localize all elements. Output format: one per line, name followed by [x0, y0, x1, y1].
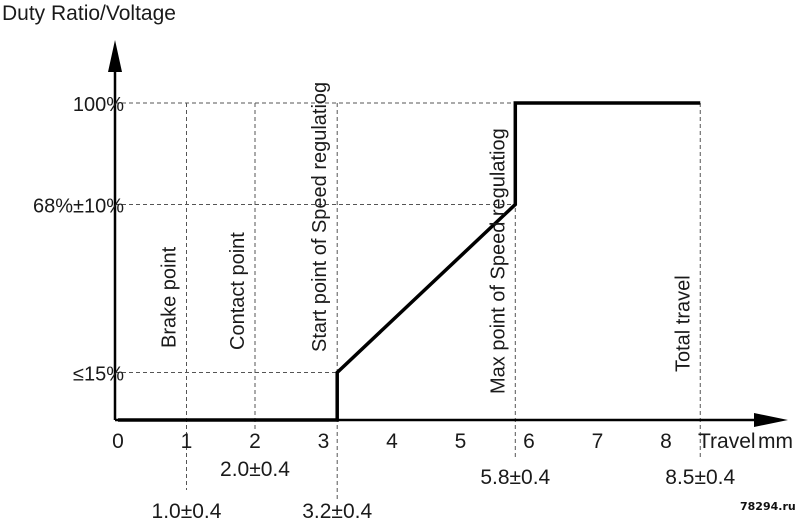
x-tick-label: 3	[318, 430, 330, 453]
reference-lines	[115, 102, 701, 500]
marker-value-label: 3.2±0.4	[302, 500, 372, 519]
x-tick-label: 0	[112, 430, 124, 453]
x-axis-unit: mm	[758, 430, 793, 453]
watermark: 78294.ru	[740, 500, 796, 513]
y-tick-labels: 100% 68%±10% ≤15%	[33, 94, 124, 385]
marker-name-label: Max point of Speed regulatiog	[487, 128, 509, 394]
x-tick-label: 2	[249, 430, 261, 453]
x-tick-label: 8	[660, 430, 672, 453]
marker-name-label: Brake point	[159, 246, 181, 348]
series-line-group	[118, 101, 701, 422]
x-tick-label: 1	[181, 430, 193, 453]
y-tick-label: 100%	[73, 94, 124, 116]
y-tick-label: 68%±10%	[33, 195, 124, 217]
marker-value-label: 2.0±0.4	[220, 458, 290, 481]
marker-value-label: 8.5±0.4	[665, 466, 735, 489]
series-line	[118, 101, 701, 422]
x-tick-label: 6	[523, 430, 535, 453]
x-axis-arrow	[754, 413, 788, 427]
marker-value-label: 1.0±0.4	[152, 500, 222, 519]
y-axis-arrow	[108, 40, 122, 72]
marker-name-label: Total travel	[672, 275, 694, 372]
y-axis-title: Duty Ratio/Voltage	[2, 2, 176, 25]
marker-name-label: Start point of Speed regulatiog	[309, 82, 331, 352]
x-tick-label: 4	[386, 430, 398, 453]
x-tick-label: 5	[455, 430, 467, 453]
x-tick-label: 7	[592, 430, 604, 453]
marker-labels: 1.0±0.4 Brake point 2.0±0.4 Contact point 3.…	[152, 82, 736, 519]
x-axis-title: Travel	[698, 430, 756, 453]
marker-value-label: 5.8±0.4	[480, 466, 550, 489]
y-tick-label: ≤15%	[73, 363, 124, 385]
marker-name-label: Contact point	[227, 232, 249, 350]
x-tick-labels: 0 1 2 3 4 5 6 7 8	[112, 430, 672, 453]
